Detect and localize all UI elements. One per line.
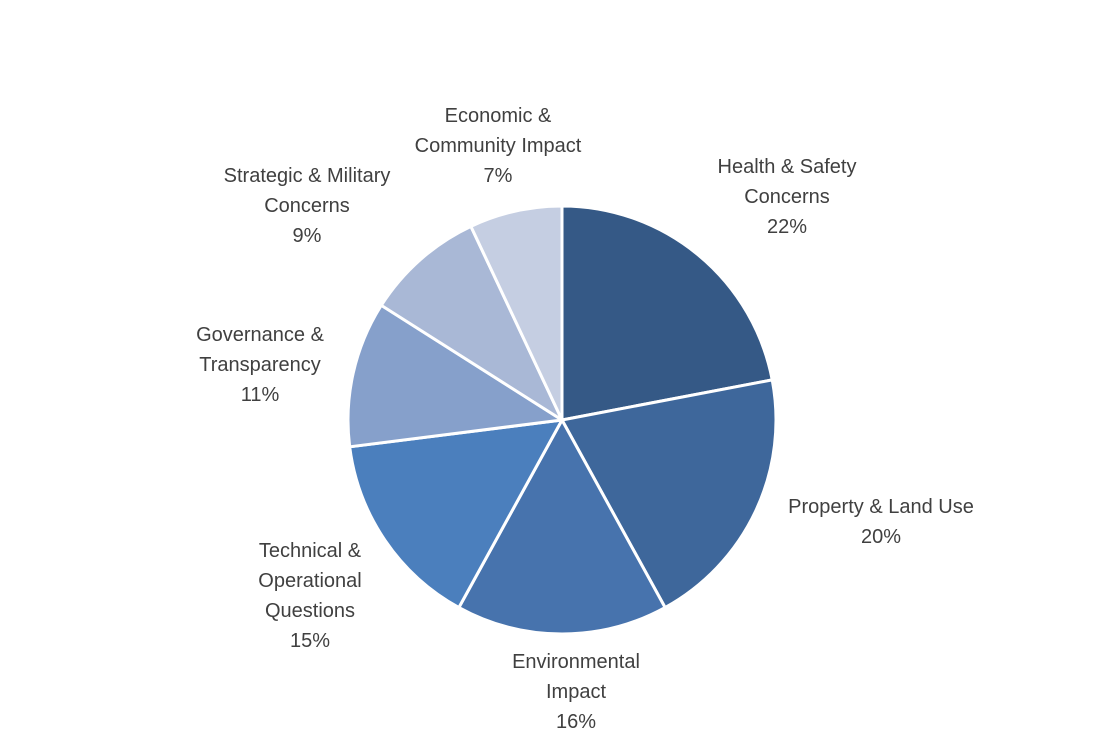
pie-slice — [346, 303, 564, 449]
slice-category-text: Technical & — [258, 540, 362, 562]
slice-category-text: Property & Land Use — [788, 496, 974, 518]
pie-slice — [457, 418, 667, 636]
slice-category-text: Environmental — [512, 651, 640, 673]
pie-slice — [469, 204, 564, 422]
slice-value-text: 22% — [766, 216, 808, 238]
data-label: Strategic & Military Concerns 9% — [224, 161, 391, 251]
data-label: Environmental Impact 16% — [512, 647, 640, 737]
pie-slice — [379, 224, 564, 422]
slice-category-text: Concerns — [264, 195, 350, 217]
slice-value-text: 20% — [860, 526, 902, 548]
data-label: Property & Land Use 20% — [788, 492, 974, 552]
slice-value-text: 11% — [240, 384, 280, 406]
slice-category-text: Concerns — [744, 186, 830, 208]
slice-value-text: 9% — [292, 225, 322, 247]
slice-category-text: Economic & — [444, 105, 552, 127]
pie-slice — [348, 418, 564, 610]
slice-value-text: 16% — [555, 711, 597, 733]
data-label: Health & Safety Concerns 22% — [718, 152, 857, 242]
pie-slice — [560, 204, 774, 422]
data-label: Economic & Community Impact 7% — [415, 101, 582, 191]
slice-category-text: Community Impact — [414, 135, 582, 157]
slice-category-text: Questions — [264, 600, 356, 622]
pie-slice — [560, 378, 778, 610]
slice-category-text: Transparency — [199, 354, 321, 376]
slice-value-text: 15% — [289, 630, 331, 652]
data-label: Governance & Transparency 11% — [196, 320, 324, 410]
slice-category-text: Impact — [545, 681, 607, 703]
slice-category-text: Health & Safety — [717, 156, 857, 178]
slice-category-text: Operational — [258, 570, 362, 592]
data-label: Technical & Operational Questions 15% — [258, 536, 361, 656]
slice-value-text: 7% — [483, 165, 513, 187]
slice-category-text: Governance & — [196, 324, 324, 346]
slice-category-text: Strategic & Military — [223, 165, 391, 187]
